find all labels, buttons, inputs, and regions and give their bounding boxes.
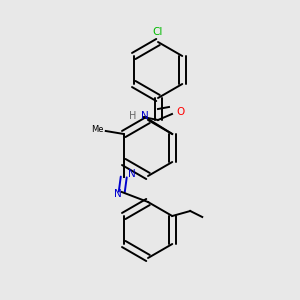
Text: O: O <box>176 107 184 117</box>
Text: N: N <box>128 169 136 179</box>
Text: Cl: Cl <box>153 27 163 37</box>
Text: Me: Me <box>91 125 104 134</box>
Text: H: H <box>129 111 136 121</box>
Text: N: N <box>141 111 149 121</box>
Text: N: N <box>114 189 122 199</box>
